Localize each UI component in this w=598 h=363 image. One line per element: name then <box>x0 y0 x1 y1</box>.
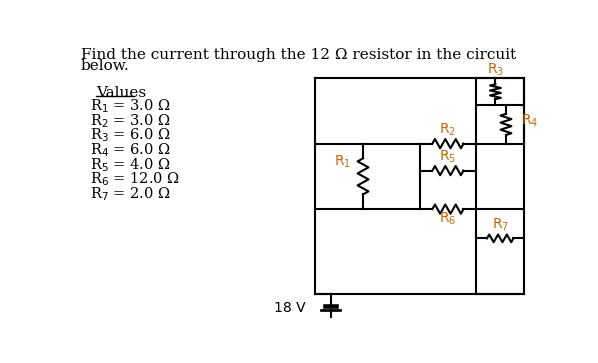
Text: R$_4$: R$_4$ <box>521 113 539 129</box>
Text: R$_3$ = 6.0 Ω: R$_3$ = 6.0 Ω <box>90 127 171 144</box>
Text: Find the current through the 12 Ω resistor in the circuit: Find the current through the 12 Ω resist… <box>81 48 516 62</box>
Text: R$_1$ = 3.0 Ω: R$_1$ = 3.0 Ω <box>90 97 171 115</box>
Text: R$_6$ = 12.0 Ω: R$_6$ = 12.0 Ω <box>90 171 181 188</box>
Text: R$_3$: R$_3$ <box>487 62 504 78</box>
Text: Values: Values <box>96 86 146 100</box>
Text: 18 V: 18 V <box>274 301 306 315</box>
Text: R$_5$: R$_5$ <box>440 148 456 165</box>
Text: R$_2$: R$_2$ <box>440 122 456 138</box>
Text: R$_2$ = 3.0 Ω: R$_2$ = 3.0 Ω <box>90 112 171 130</box>
Text: below.: below. <box>81 59 130 73</box>
Text: R$_4$ = 6.0 Ω: R$_4$ = 6.0 Ω <box>90 141 171 159</box>
Text: R$_6$: R$_6$ <box>440 210 456 227</box>
Text: R$_7$: R$_7$ <box>492 216 509 233</box>
Text: R$_1$: R$_1$ <box>334 154 352 170</box>
Text: R$_5$ = 4.0 Ω: R$_5$ = 4.0 Ω <box>90 156 171 174</box>
Text: R$_7$ = 2.0 Ω: R$_7$ = 2.0 Ω <box>90 185 171 203</box>
